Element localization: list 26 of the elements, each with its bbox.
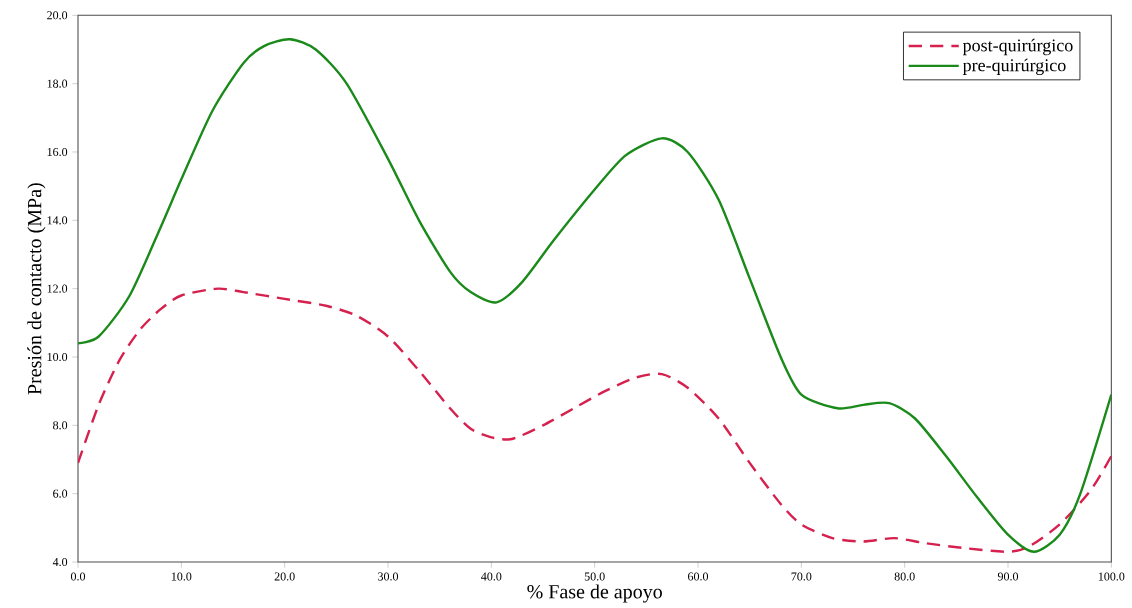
x-tick-label: 40.0: [481, 572, 502, 581]
line-series: [78, 38, 1112, 553]
x-tick-label: 60.0: [688, 572, 709, 581]
x-tick-label: 20.0: [274, 572, 295, 581]
y-tick-label: 6.0: [53, 489, 68, 498]
line-series: [78, 287, 1112, 553]
y-tick-label: 4.0: [52, 557, 68, 567]
x-tick-label: 90.0: [997, 572, 1019, 581]
x-axis-title: % Fase de apoyo: [527, 584, 662, 603]
x-tick-label: 80.0: [894, 572, 915, 581]
x-tick-label: 10.0: [171, 572, 192, 581]
legend-label: post-quirúrgico: [962, 38, 1073, 56]
y-tick-label: 16.0: [47, 147, 68, 157]
y-tick-label: 8.0: [53, 421, 68, 430]
x-tick-label: 70.0: [791, 572, 812, 581]
x-tick-label: 100.0: [1098, 572, 1125, 581]
y-tick-label: 20.0: [47, 11, 68, 20]
y-axis-title: Presión de contacto (MPa): [27, 183, 46, 395]
y-tick-label: 12.0: [47, 284, 68, 293]
x-tick-label: 50.0: [584, 572, 605, 581]
y-tick-label: 14.0: [47, 216, 68, 225]
y-tick-label: 10.0: [47, 352, 68, 362]
x-tick-label: 30.0: [378, 572, 399, 581]
y-tick-label: 18.0: [47, 79, 68, 88]
legend-label: pre-quirúrgico: [962, 58, 1066, 76]
x-tick-label: 0.0: [70, 572, 86, 581]
